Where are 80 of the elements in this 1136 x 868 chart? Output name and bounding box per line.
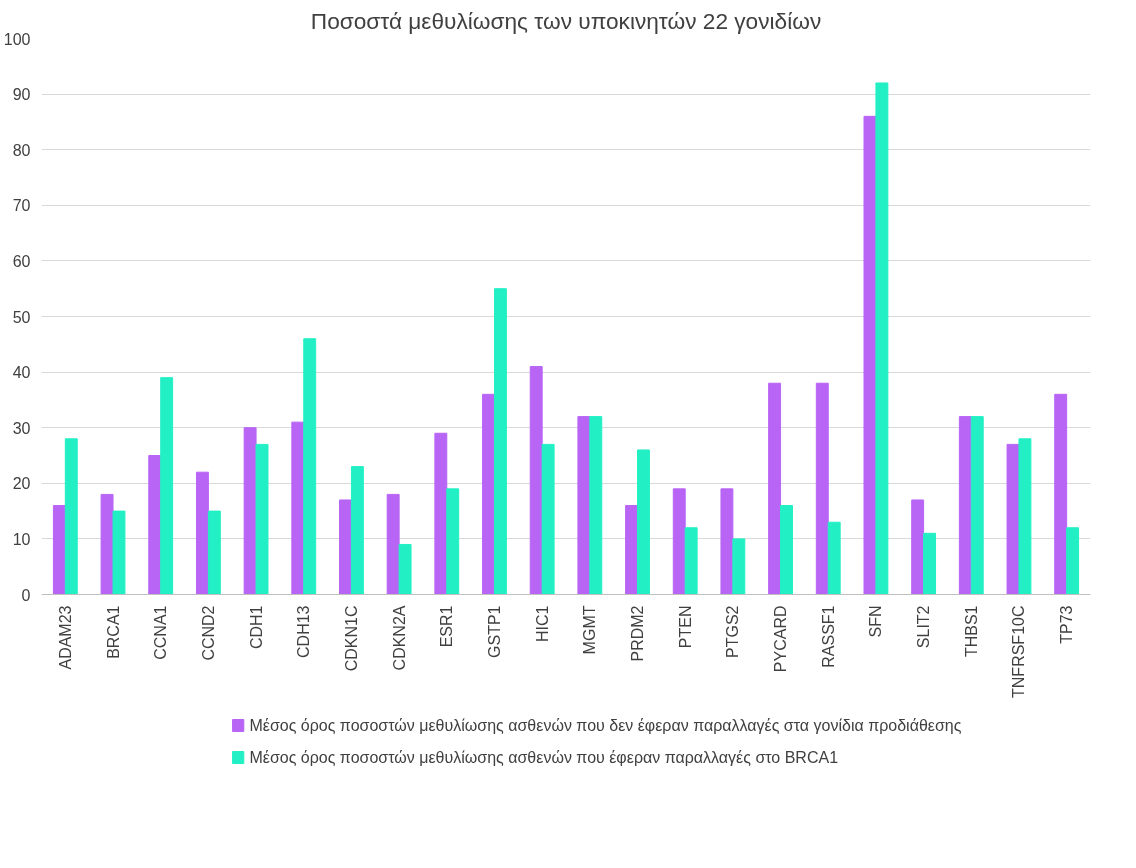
x-tick-label: MGMT — [581, 605, 599, 655]
y-tick-label: 90 — [12, 86, 31, 104]
y-tick-label: 60 — [12, 252, 31, 270]
bar — [1066, 527, 1080, 595]
bar — [207, 510, 221, 595]
y-tick-label: 10 — [12, 530, 31, 548]
y-tick-label: 80 — [12, 141, 31, 159]
y-tick-label: 100 — [3, 30, 31, 48]
bar — [64, 438, 78, 595]
x-tick-label: CDH1 — [247, 605, 265, 650]
bar — [732, 538, 746, 595]
bar — [768, 382, 782, 595]
legend-label: Μέσος όρος ποσοστών μεθυλίωσης ασθενών που έφεραν παραλλαγές στο BRCA1 — [249, 749, 839, 766]
bar — [923, 532, 937, 595]
y-tick-label: 30 — [12, 419, 31, 437]
x-tick-label: GSTP1 — [485, 605, 503, 658]
bar — [958, 416, 972, 595]
bar — [577, 416, 591, 595]
bar — [780, 505, 793, 595]
bar — [291, 421, 305, 595]
x-tick-label: CDKN2A — [390, 605, 408, 671]
y-tick-label: 50 — [12, 308, 31, 326]
bar — [52, 505, 66, 595]
bar — [911, 499, 925, 595]
bar — [350, 466, 364, 595]
bar — [1018, 438, 1032, 595]
x-tick-label: HIC1 — [533, 605, 551, 642]
bar — [1006, 443, 1020, 595]
x-tick-label: PYCARD — [772, 605, 790, 673]
bar — [386, 493, 400, 595]
bar — [339, 499, 352, 595]
bar — [303, 338, 317, 595]
bar — [970, 416, 984, 595]
bar — [482, 393, 495, 595]
bar — [148, 455, 162, 595]
x-tick-label: PTEN — [676, 605, 694, 649]
x-tick-label: SFN — [867, 605, 885, 638]
bar — [684, 527, 698, 595]
x-tick-label: TNFRSF10C — [1010, 605, 1028, 698]
bar — [434, 432, 448, 595]
x-tick-label: ESR1 — [438, 605, 456, 648]
bar — [112, 510, 126, 595]
bar — [493, 288, 507, 595]
bar — [255, 443, 269, 595]
bar — [637, 449, 650, 595]
x-tick-label: ADAM23 — [56, 605, 74, 670]
chart-title: Ποσοστά μεθυλίωσης των υποκινητών 22 γονιδίων — [310, 7, 822, 34]
legend-label: Μέσος όρος ποσοστών μεθυλίωσης ασθενών που δεν έφεραν παραλλαγές στα γονίδια προδιάθεσης — [249, 717, 962, 734]
x-tick-label: THBS1 — [962, 605, 980, 658]
bar — [160, 377, 174, 595]
bar — [863, 115, 877, 595]
bar — [827, 521, 841, 595]
bar — [398, 543, 412, 595]
y-tick-label: 40 — [12, 364, 31, 382]
x-tick-label: BRCA1 — [104, 605, 122, 659]
bar — [100, 493, 114, 595]
x-tick-label: CDH13 — [295, 605, 313, 658]
y-tick-label: 0 — [21, 586, 31, 604]
bar — [720, 488, 734, 595]
bar — [815, 382, 829, 595]
x-tick-label: RASSF1 — [819, 605, 837, 668]
bar — [529, 366, 543, 595]
x-tick-label: SLIT2 — [915, 605, 933, 649]
bar — [195, 471, 209, 595]
x-tick-label: TP73 — [1058, 605, 1076, 644]
bar — [589, 416, 603, 595]
bar — [672, 488, 686, 595]
bar — [541, 443, 555, 595]
x-tick-label: PTGS2 — [724, 605, 742, 658]
bar — [875, 82, 889, 595]
x-tick-label: CDKN1C — [342, 605, 360, 672]
y-tick-label: 20 — [12, 475, 31, 493]
x-tick-label: CCNA1 — [152, 605, 170, 660]
x-tick-label: PRDM2 — [629, 605, 647, 662]
x-tick-label: CCND2 — [199, 605, 217, 661]
bar — [243, 427, 257, 595]
bar — [625, 505, 639, 595]
bar — [446, 488, 460, 595]
y-tick-label: 70 — [12, 197, 31, 215]
bar — [1054, 393, 1068, 595]
